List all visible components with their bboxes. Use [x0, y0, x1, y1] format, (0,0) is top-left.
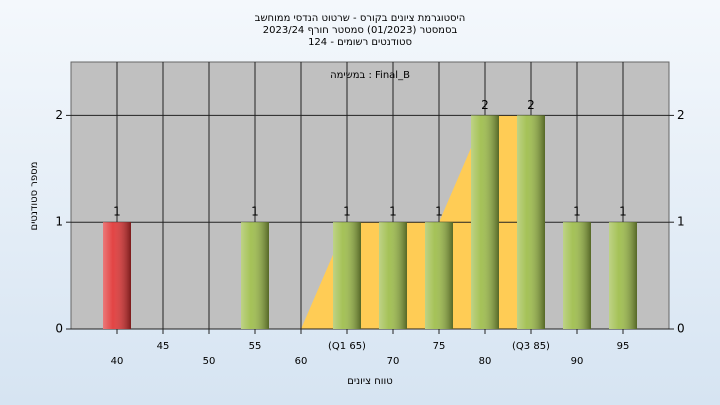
x-axis-label: טווח ציונים — [347, 376, 392, 387]
bar-shade — [563, 222, 591, 329]
x-tick-label: 55 — [249, 341, 262, 352]
data-label: 1 — [113, 205, 121, 219]
x-tick-label: 70 — [387, 356, 400, 367]
y-tick-label: 2 — [55, 108, 63, 122]
x-tick-label: 50 — [203, 356, 216, 367]
data-label: 1 — [251, 205, 259, 219]
data-label: 1 — [343, 205, 351, 219]
bar-shade — [103, 222, 131, 329]
y-tick-label: 2 — [677, 108, 685, 122]
x-tick-label: 75 — [433, 341, 446, 352]
chart-subtitle: בסמסטר (01/2023) סמסטר חורף 2023/24 — [263, 25, 458, 36]
data-label: 1 — [573, 205, 581, 219]
x-tick-label: 95 — [617, 341, 630, 352]
bar-shade — [379, 222, 407, 329]
x-tick-label: 60 — [295, 356, 308, 367]
chart-title: היסטוגרמת ציונים בקורס - שרטוט הנדסי ממו… — [255, 13, 466, 24]
y-tick-label: 1 — [677, 215, 685, 229]
data-label: 2 — [481, 98, 489, 112]
y-tick-label: 0 — [55, 322, 63, 336]
bar-shade — [609, 222, 637, 329]
bar-shade — [333, 222, 361, 329]
y-tick-label: 0 — [677, 322, 685, 336]
data-label: 1 — [619, 205, 627, 219]
x-tick-label: (Q3 85) — [512, 341, 550, 352]
chart-subtitle: סטודנטים רשומים - 124 — [308, 37, 412, 48]
x-tick-label: 40 — [111, 356, 124, 367]
x-tick-label: (Q1 65) — [328, 341, 366, 352]
x-tick-label: 45 — [157, 341, 170, 352]
data-label: 1 — [389, 205, 397, 219]
y-axis-label: מספר סטודנטים — [29, 162, 40, 231]
bar-shade — [471, 115, 499, 330]
y-tick-label: 1 — [55, 215, 63, 229]
x-tick-label: 90 — [571, 356, 584, 367]
bar-shade — [425, 222, 453, 329]
annotation: במשימה : Final_B — [330, 70, 410, 81]
bar-shade — [517, 115, 545, 330]
data-label: 2 — [527, 98, 535, 112]
x-tick-label: 80 — [479, 356, 492, 367]
bar-shade — [241, 222, 269, 329]
data-label: 1 — [435, 205, 443, 219]
